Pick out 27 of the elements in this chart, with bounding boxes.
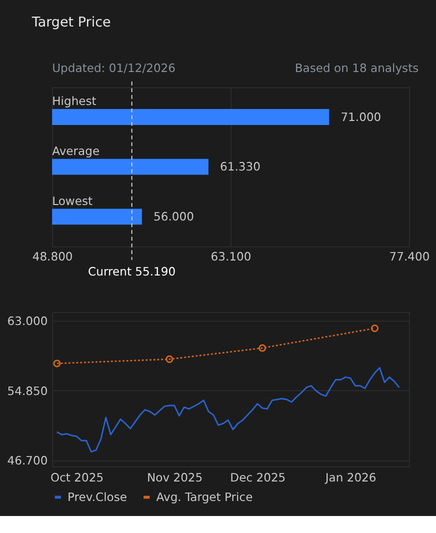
y-tick-label: Highest (52, 94, 97, 108)
data-label: 61.330 (220, 160, 260, 174)
point (53, 360, 61, 368)
x-tick-label: Dec 2025 (230, 470, 286, 484)
y-tick-label: 54.850 (7, 384, 48, 398)
data-label: 56.000 (154, 210, 194, 224)
point (166, 355, 174, 363)
line-series (56, 367, 400, 453)
y-tick-label: 46.700 (7, 454, 48, 468)
text: Based on 18 analysts (294, 60, 419, 75)
point (370, 324, 379, 332)
y-tick-label: 63.000 (7, 314, 48, 328)
x-tick-label: Oct 2025 (50, 470, 104, 484)
chart-title: Target Price (30, 14, 111, 30)
x-tick-label: 48.800 (32, 249, 73, 264)
legend-label: Prev.Close (68, 490, 128, 504)
point (258, 344, 266, 352)
legend-label: Avg. Target Price (156, 490, 253, 504)
x-tick-label: 77.400 (389, 249, 430, 264)
ref-line-label: Current 55.190 (88, 264, 176, 278)
text: Updated: 01/12/2026 (52, 60, 176, 75)
x-tick-label: Jan 2026 (324, 470, 376, 484)
data-label: 71.000 (340, 110, 382, 124)
y-tick-label: Average (52, 144, 100, 158)
x-tick-label: Nov 2025 (146, 470, 203, 484)
y-tick-label: Lowest (52, 194, 93, 208)
x-tick-label: 63.100 (210, 249, 252, 264)
